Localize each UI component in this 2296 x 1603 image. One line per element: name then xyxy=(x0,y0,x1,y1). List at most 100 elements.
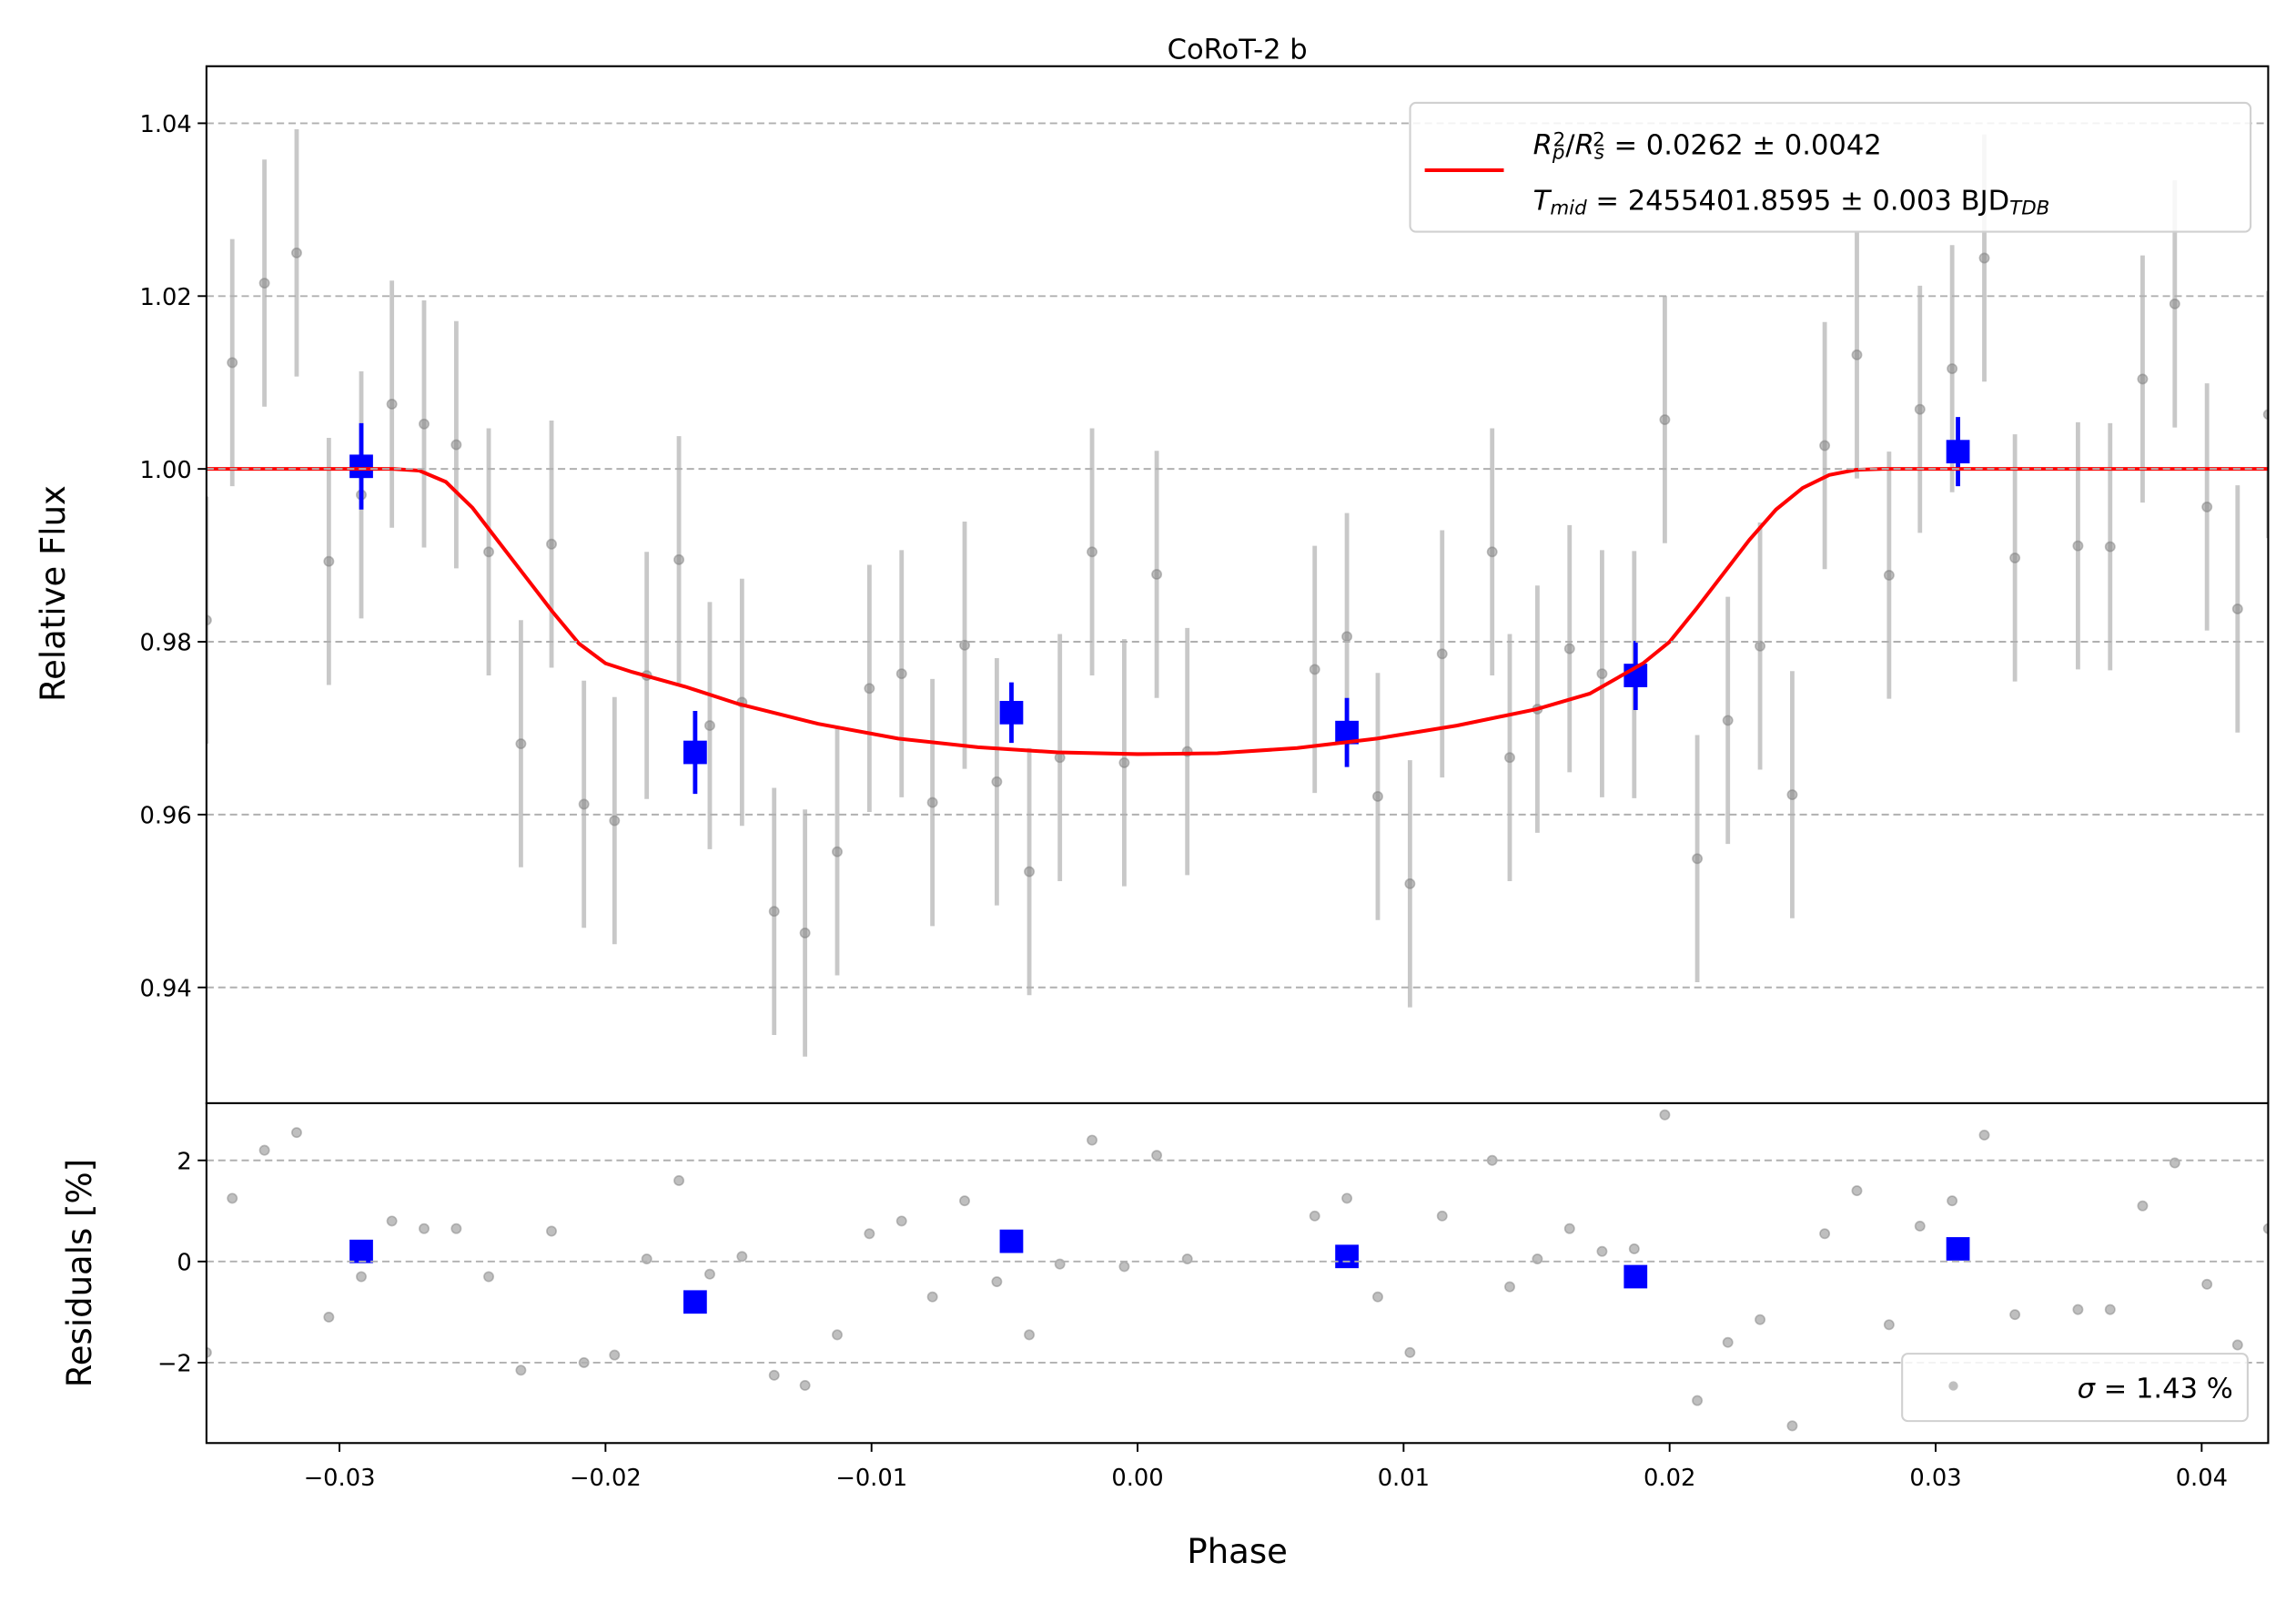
binned-point xyxy=(1623,1264,1648,1289)
data-point xyxy=(1883,1319,1895,1331)
chart-title: CoRoT-2 b xyxy=(1168,35,1308,66)
x-tick-label: −0.02 xyxy=(570,1465,642,1492)
legend-label: Rp2/Rs2 = 0.0262 ± 0.0042 xyxy=(1533,128,1882,165)
data-point xyxy=(258,278,270,289)
data-point xyxy=(1947,1195,1958,1207)
data-point xyxy=(356,1271,367,1283)
data-point xyxy=(991,1276,1003,1288)
data-point xyxy=(258,1144,270,1156)
data-point xyxy=(799,927,811,938)
data-point xyxy=(768,1369,780,1381)
data-point xyxy=(2072,1304,2084,1315)
y-axis-label: Relative Flux xyxy=(34,485,73,702)
data-point xyxy=(1024,1329,1036,1341)
legend-text: 2 xyxy=(1593,128,1605,151)
data-point xyxy=(736,1251,748,1263)
legend-text: T xyxy=(1533,185,1553,217)
data-point xyxy=(1596,668,1608,680)
y-tick-label: 1.00 xyxy=(139,457,191,484)
legend-text: = 1.43 % xyxy=(2095,1373,2233,1405)
data-point xyxy=(673,553,685,565)
binned-point xyxy=(999,1229,1024,1253)
data-point xyxy=(768,906,780,918)
data-point xyxy=(1118,756,1130,768)
data-point xyxy=(1024,866,1036,878)
x-tick-label: −0.03 xyxy=(304,1465,376,1492)
data-point xyxy=(450,439,462,451)
data-point xyxy=(959,639,970,651)
data-point xyxy=(2137,1200,2149,1212)
data-point xyxy=(1372,790,1383,802)
binned-point xyxy=(349,1239,373,1263)
legend-box xyxy=(1409,101,2252,233)
x-tick-label: 0.02 xyxy=(1644,1465,1695,1492)
data-point xyxy=(546,1225,557,1237)
data-point xyxy=(895,1215,907,1227)
data-point xyxy=(1118,1261,1130,1273)
data-point xyxy=(1692,1395,1704,1406)
data-point xyxy=(1659,414,1671,425)
y-tick-label: 2 xyxy=(177,1148,191,1175)
data-point xyxy=(227,357,238,369)
data-point xyxy=(1978,1130,1990,1141)
data-point xyxy=(864,1228,875,1240)
y-tick-label: 0.96 xyxy=(139,803,191,830)
data-point xyxy=(609,815,621,827)
data-point xyxy=(1722,1336,1734,1348)
binned-point xyxy=(1335,1244,1359,1269)
data-point xyxy=(1486,546,1498,558)
x-tick-label: 0.01 xyxy=(1378,1465,1430,1492)
data-point xyxy=(2072,540,2084,552)
data-point xyxy=(704,720,715,732)
data-point xyxy=(895,668,907,680)
legend-text: mid xyxy=(1550,198,1587,220)
legend-text: R xyxy=(1575,129,1594,161)
x-tick-label: −0.01 xyxy=(835,1465,907,1492)
legend-text: s xyxy=(1594,142,1604,165)
data-point xyxy=(1914,403,1926,415)
data-point xyxy=(291,247,302,259)
binned-point xyxy=(683,1290,707,1314)
data-point xyxy=(1786,789,1798,801)
data-point xyxy=(323,555,335,567)
data-point xyxy=(1563,643,1575,654)
data-point xyxy=(578,798,590,810)
data-point xyxy=(1151,1150,1163,1162)
data-point xyxy=(2104,541,2116,553)
data-point xyxy=(1087,546,1097,558)
data-point xyxy=(2231,1339,2243,1351)
data-point xyxy=(864,683,875,695)
data-point xyxy=(673,1175,685,1186)
x-axis-label: Phase xyxy=(1187,1532,1287,1571)
data-point xyxy=(926,796,938,808)
axes-frame xyxy=(205,1101,2270,1445)
data-point xyxy=(450,1223,462,1234)
legend-text: = 0.0262 ± 0.0042 xyxy=(1605,129,1882,161)
data-point xyxy=(1819,1228,1831,1240)
x-tick-label: 0.00 xyxy=(1111,1465,1163,1492)
y-tick-label: 0.98 xyxy=(139,630,191,657)
data-point xyxy=(1692,853,1704,865)
data-point xyxy=(2104,1304,2116,1315)
data-point xyxy=(1504,752,1515,764)
binned-point xyxy=(1946,440,1970,464)
data-point xyxy=(1819,440,1831,451)
data-point xyxy=(2009,1309,2021,1321)
legend-label: σ = 1.43 % xyxy=(2078,1373,2233,1405)
data-point xyxy=(1341,631,1353,643)
legend-text: TDB xyxy=(2009,198,2049,220)
y-tick-label: 0 xyxy=(177,1249,191,1276)
data-point xyxy=(704,1268,715,1280)
data-point xyxy=(1151,569,1163,580)
x-tick-label: 0.03 xyxy=(1909,1465,1961,1492)
data-point xyxy=(2137,373,2149,385)
plot-area xyxy=(206,129,2269,1057)
binned-point xyxy=(683,740,707,765)
data-point xyxy=(1947,363,1958,374)
legend-text: p xyxy=(1552,142,1565,165)
data-point xyxy=(386,1215,398,1227)
data-point xyxy=(227,1192,238,1204)
data-point xyxy=(515,1365,527,1376)
